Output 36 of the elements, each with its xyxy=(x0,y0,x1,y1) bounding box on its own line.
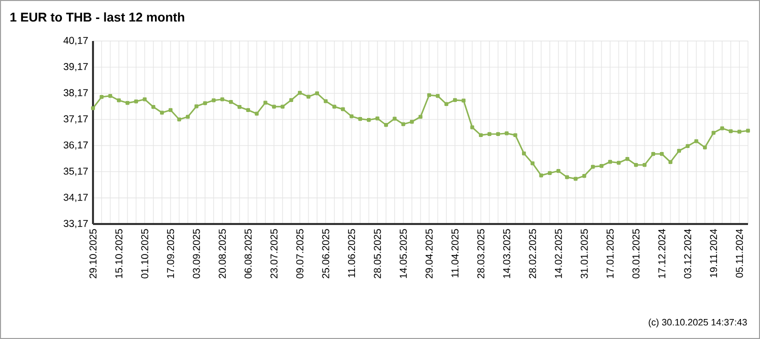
x-tick-label: 20.08.2025 xyxy=(218,229,226,278)
x-tick-label: 05.11.2024 xyxy=(736,229,743,278)
x-tick-label: 15.10.2025 xyxy=(115,229,122,278)
y-tick-label: 34,17 xyxy=(64,194,88,202)
x-tick-label: 03.09.2025 xyxy=(192,229,200,278)
x-tick-label: 03.12.2024 xyxy=(684,229,692,278)
x-tick-label: 09.07.2025 xyxy=(296,229,304,278)
y-tick-label: 36,17 xyxy=(64,141,88,150)
x-tick-label: 17.12.2024 xyxy=(658,229,666,278)
y-tick-label: 37,17 xyxy=(64,115,88,124)
text: (c) 30.10.2025 14:37:43 xyxy=(648,318,747,328)
x-tick-label: 01.10.2025 xyxy=(141,229,148,278)
x-tick-label: 28.05.2025 xyxy=(374,229,381,278)
y-tick-label: 38,17 xyxy=(64,89,88,98)
x-tick-label: 11.06.2025 xyxy=(348,229,356,278)
x-tick-label: 14.02.2025 xyxy=(554,229,562,278)
x-tick-label: 11.04.2025 xyxy=(451,229,459,278)
x-tick-label: 31.01.2025 xyxy=(580,229,588,278)
x-tick-label: 25.06.2025 xyxy=(322,229,330,278)
x-tick-label: 14.05.2025 xyxy=(400,229,407,278)
x-tick-label: 28.02.2025 xyxy=(529,229,536,278)
x-tick-label: 14.03.2025 xyxy=(503,229,510,278)
y-tick-label: 35,17 xyxy=(64,168,88,176)
x-tick-label: 28.03.2025 xyxy=(477,229,484,278)
chart-title: 1 EUR to THB - last 12 month xyxy=(10,12,184,22)
x-tick-label: 29.04.2025 xyxy=(426,229,433,278)
x-tick-label: 23.07.2025 xyxy=(270,229,278,278)
x-tick-label: 19.11.2024 xyxy=(710,229,718,278)
x-tick-label: 17.01.2025 xyxy=(606,229,614,278)
y-tick-label: 39,17 xyxy=(64,63,88,72)
y-tick-label: 40,17 xyxy=(63,36,88,46)
x-tick-label: 03.01.2025 xyxy=(632,229,640,278)
y-tick-label: 33,17 xyxy=(64,220,88,228)
x-tick-label: 17.09.2025 xyxy=(167,229,174,278)
x-tick-label: 29.10.2025 xyxy=(89,229,97,278)
x-tick-label: 06.08.2025 xyxy=(244,229,252,278)
